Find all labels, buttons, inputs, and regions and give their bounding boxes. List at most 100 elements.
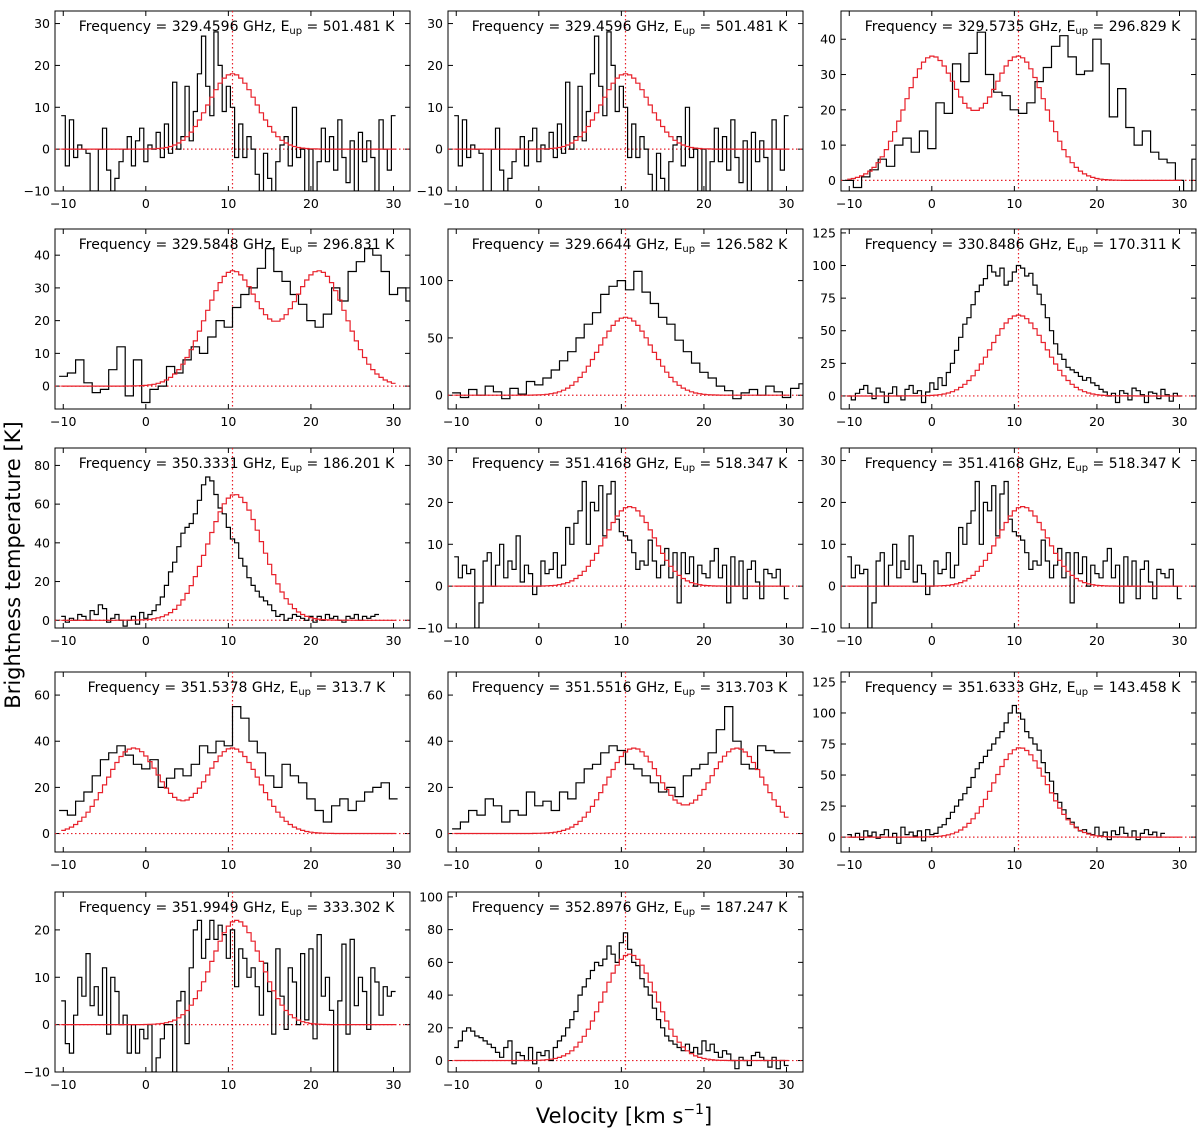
panel-title-subscript: up (1075, 463, 1088, 474)
x-tick-label: 20 (303, 196, 319, 211)
panel-title-suffix: = 170.311 K (1088, 237, 1181, 253)
panel-title-subscript: up (1075, 687, 1088, 698)
y-tick-label: 0 (435, 1053, 443, 1068)
panel-title-suffix: = 296.831 K (302, 237, 395, 253)
x-tick-label: 30 (779, 196, 795, 211)
x-tick-label: 10 (613, 633, 629, 648)
x-tick-label: −10 (443, 1077, 469, 1092)
x-tick-label: 10 (220, 1077, 236, 1092)
x-tick-label: −10 (836, 857, 862, 872)
x-axis-label: Velocity [km s−1] (536, 1102, 712, 1128)
panel-title-prefix: Frequency = 329.5735 GHz, E (865, 19, 1076, 35)
panel-title-subscript: up (289, 244, 302, 255)
y-tick-label: 10 (820, 138, 836, 153)
y-tick-label: 20 (34, 780, 50, 795)
x-tick-label: 20 (1089, 414, 1105, 429)
y-tick-label: 40 (427, 988, 443, 1003)
x-tick-label: 0 (142, 857, 150, 872)
y-tick-label: 20 (34, 58, 50, 73)
x-tick-label: 30 (779, 414, 795, 429)
observed-spectrum (845, 31, 1196, 191)
panel-title-suffix: = 143.458 K (1088, 680, 1181, 696)
x-tick-label: 20 (696, 633, 712, 648)
x-tick-label: 0 (928, 414, 936, 429)
x-axis-label-main: Velocity [km s (536, 1104, 683, 1128)
observed-spectrum (61, 31, 396, 191)
spectrum-panel: −10 0 10 20 30 0 10 20 30 40 Frequency = 329.5848 … (34, 228, 411, 429)
x-tick-label: −10 (50, 857, 76, 872)
panel-title-prefix: Frequency = 350.3331 GHz, E (79, 456, 290, 472)
panel-title-prefix: Frequency = 330.8486 GHz, E (865, 237, 1076, 253)
y-tick-label: 0 (828, 388, 836, 403)
x-tick-label: −10 (836, 633, 862, 648)
x-tick-label: 20 (303, 633, 319, 648)
panel-title: Frequency = 329.4596 GHz, Eup = 501.481 … (472, 19, 788, 37)
x-tick-label: −10 (50, 196, 76, 211)
x-tick-label: 0 (142, 633, 150, 648)
x-tick-label: 10 (1006, 414, 1022, 429)
panel-title-prefix: Frequency = 351.5378 GHz, E (88, 680, 299, 696)
panel-title: Frequency = 329.6644 GHz, Eup = 126.582 … (472, 237, 788, 255)
panel-title: Frequency = 351.9949 GHz, Eup = 333.302 … (79, 900, 395, 918)
panel-title: Frequency = 351.5378 GHz, Eup = 313.7 K (88, 680, 387, 698)
y-tick-label: 10 (427, 100, 443, 115)
x-tick-label: 30 (1172, 414, 1188, 429)
x-tick-label: −10 (443, 857, 469, 872)
x-tick-label: −10 (50, 414, 76, 429)
y-tick-label: 10 (34, 346, 50, 361)
x-tick-label: 0 (142, 1077, 150, 1092)
x-tick-label: 20 (303, 857, 319, 872)
x-tick-label: 0 (142, 196, 150, 211)
y-tick-label: 20 (427, 58, 443, 73)
y-tick-label: 20 (34, 313, 50, 328)
model-spectrum (61, 919, 396, 1026)
model-spectrum (61, 747, 396, 835)
spectrum-panel: −10 0 10 20 30 −10 0 10 20 30 Frequency = 351.4168… (417, 447, 804, 648)
observed-spectrum (454, 480, 789, 628)
observed-spectrum (452, 706, 791, 830)
y-tick-label: 80 (427, 922, 443, 937)
panel-title-prefix: Frequency = 329.5848 GHz, E (79, 237, 290, 253)
y-tick-label: 0 (435, 142, 443, 157)
y-tick-label: 30 (34, 280, 50, 295)
spectrum-panel: −10 0 10 20 30 0 20 40 60 Frequency = 351.5378 GH… (34, 671, 411, 872)
y-tick-label: 100 (812, 705, 836, 720)
x-tick-label: 30 (386, 1077, 402, 1092)
y-tick-label: 20 (427, 780, 443, 795)
x-tick-label: 30 (1172, 633, 1188, 648)
y-tick-label: 50 (427, 330, 443, 345)
spectrum-panel: −10 0 10 20 30 0 20 40 60 Frequency = 351.5516 GH… (427, 671, 804, 872)
panel-title-prefix: Frequency = 329.4596 GHz, E (472, 19, 683, 35)
x-tick-label: −10 (50, 633, 76, 648)
x-axis-label-superscript: −1 (683, 1102, 704, 1118)
y-tick-label: 60 (34, 497, 50, 512)
x-tick-label: 0 (535, 414, 543, 429)
observed-spectrum (452, 270, 803, 400)
y-tick-label: 30 (34, 16, 50, 31)
model-spectrum (454, 506, 789, 587)
y-tick-label: 0 (435, 826, 443, 841)
y-tick-label: 40 (34, 248, 50, 263)
x-tick-label: 30 (1172, 196, 1188, 211)
y-tick-label: 75 (820, 737, 836, 752)
panel-title: Frequency = 329.4596 GHz, Eup = 501.481 … (79, 19, 395, 37)
y-tick-label: 40 (34, 734, 50, 749)
x-tick-label: 30 (386, 414, 402, 429)
x-tick-label: 30 (386, 196, 402, 211)
model-spectrum (61, 73, 396, 150)
observed-spectrum (847, 704, 1165, 844)
x-tick-label: 20 (696, 1077, 712, 1092)
y-tick-label: 0 (828, 173, 836, 188)
observed-spectrum (454, 31, 789, 191)
y-tick-label: 0 (435, 579, 443, 594)
x-tick-label: 10 (220, 196, 236, 211)
x-tick-label: 0 (928, 633, 936, 648)
observed-spectrum (454, 932, 789, 1070)
x-tick-label: 20 (1089, 196, 1105, 211)
y-tick-label: 10 (427, 537, 443, 552)
y-tick-label: 10 (34, 100, 50, 115)
